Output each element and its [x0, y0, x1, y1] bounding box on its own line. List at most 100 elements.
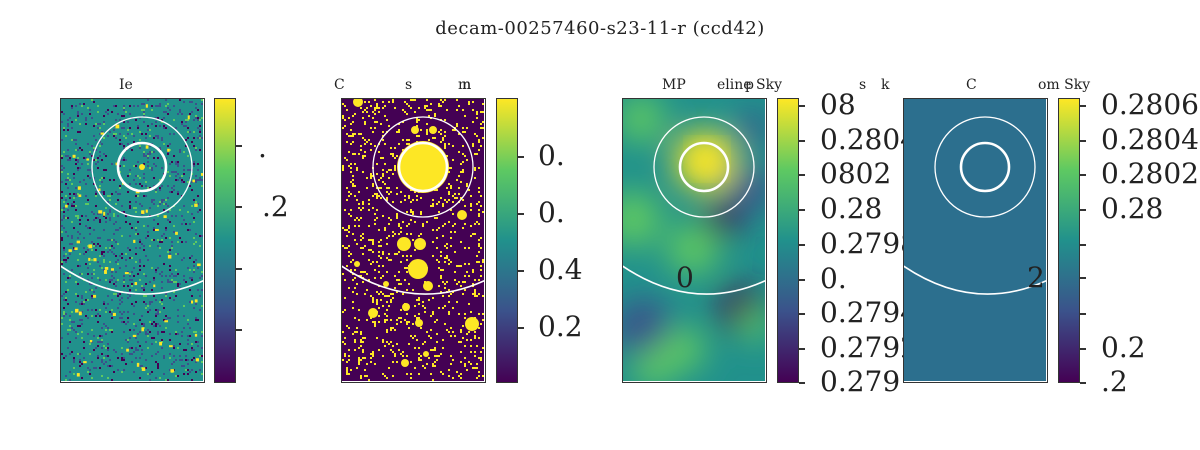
noise-pixel — [113, 247, 115, 249]
mask-pixel — [458, 281, 460, 283]
mask-pixel — [344, 229, 346, 231]
mask-pixel — [442, 307, 444, 309]
mask-pixel — [442, 269, 444, 271]
mask-pixel — [360, 209, 362, 211]
noise-pixel — [185, 145, 187, 147]
noise-pixel — [191, 359, 193, 361]
mask-pixel — [380, 123, 382, 125]
noise-pixel — [119, 303, 121, 305]
mask-pixel — [426, 99, 428, 101]
mask-pixel — [472, 121, 474, 123]
mask-pixel — [406, 103, 408, 105]
mask-pixel — [390, 169, 392, 171]
noise-pixel — [175, 127, 177, 129]
noise-pixel — [187, 343, 189, 345]
mask-pixel — [386, 271, 388, 273]
mask-pixel — [388, 343, 390, 345]
mask-pixel — [386, 237, 388, 239]
mask-pixel — [462, 169, 464, 171]
noise-pixel — [103, 269, 105, 271]
noise-pixel — [147, 235, 149, 237]
mask-pixel — [418, 317, 420, 319]
mask-pixel — [420, 327, 422, 329]
noise-pixel — [191, 349, 193, 351]
mask-pixel — [372, 131, 374, 133]
noise-pixel — [73, 357, 75, 359]
noise-pixel — [99, 221, 101, 223]
mask-pixel — [356, 367, 358, 369]
noise-pixel — [169, 209, 171, 211]
noise-pixel — [169, 249, 171, 251]
mask-pixel — [382, 253, 384, 255]
mask-pixel — [396, 215, 398, 217]
mask-pixel — [482, 137, 484, 139]
colorbar-tick-label: .2 — [1101, 365, 1128, 398]
star — [197, 263, 201, 267]
noise-pixel — [165, 111, 167, 113]
colorbar-tick — [799, 279, 805, 281]
noise-pixel — [113, 283, 115, 285]
mask-pixel — [464, 363, 466, 365]
noise-pixel — [191, 205, 193, 207]
noise-pixel — [125, 253, 127, 255]
mask-pixel — [474, 223, 476, 225]
mask-pixel — [398, 317, 400, 319]
noise-pixel — [173, 347, 175, 349]
mask-pixel — [400, 353, 402, 355]
mask-pixel — [354, 185, 356, 187]
noise-pixel — [147, 125, 149, 127]
noise-pixel — [95, 139, 97, 141]
colorbar-tick — [799, 140, 805, 142]
noise-pixel — [143, 115, 145, 117]
noise-pixel — [77, 215, 79, 217]
mask-pixel — [396, 343, 398, 345]
noise-pixel — [173, 133, 175, 135]
mask-pixel — [362, 137, 364, 139]
mask-pixel — [446, 281, 448, 283]
colorbar-mask — [496, 98, 518, 383]
mask-pixel — [400, 261, 402, 263]
noise-pixel — [163, 355, 165, 357]
mask-pixel — [462, 145, 464, 147]
noise-pixel — [63, 357, 65, 359]
star — [74, 247, 78, 251]
noise-pixel — [89, 233, 91, 235]
noise-pixel — [139, 239, 141, 241]
noise-pixel — [153, 199, 155, 201]
noise-pixel — [197, 345, 199, 347]
noise-pixel — [123, 109, 125, 111]
noise-pixel — [85, 117, 87, 119]
mask-pixel — [410, 373, 412, 375]
mask-pixel — [386, 197, 388, 199]
noise-pixel — [67, 149, 69, 151]
noise-pixel — [143, 323, 145, 325]
noise-pixel — [87, 107, 89, 109]
noise-pixel — [161, 185, 163, 187]
mask-pixel — [402, 121, 404, 123]
noise-pixel — [69, 379, 71, 381]
noise-pixel — [199, 177, 201, 179]
mask-pixel — [406, 211, 408, 213]
noise-pixel — [159, 103, 161, 105]
noise-pixel — [145, 181, 147, 183]
mask-pixel — [392, 345, 394, 347]
noise-pixel — [191, 189, 193, 191]
noise-pixel — [173, 361, 175, 363]
noise-pixel — [149, 303, 151, 305]
noise-pixel — [151, 169, 153, 171]
noise-pixel — [179, 177, 181, 179]
mask-pixel — [354, 133, 356, 135]
mask-pixel — [364, 293, 366, 295]
noise-pixel — [145, 275, 147, 277]
mask-pixel — [454, 251, 456, 253]
noise-pixel — [99, 127, 101, 129]
noise-pixel — [187, 131, 189, 133]
noise-pixel — [67, 187, 69, 189]
noise-pixel — [201, 331, 203, 333]
sky-patch — [623, 191, 661, 247]
mask-pixel — [410, 233, 412, 235]
noise-pixel — [103, 137, 105, 139]
mask-pixel — [426, 221, 428, 223]
noise-pixel — [133, 305, 135, 307]
mask-pixel — [448, 295, 450, 297]
